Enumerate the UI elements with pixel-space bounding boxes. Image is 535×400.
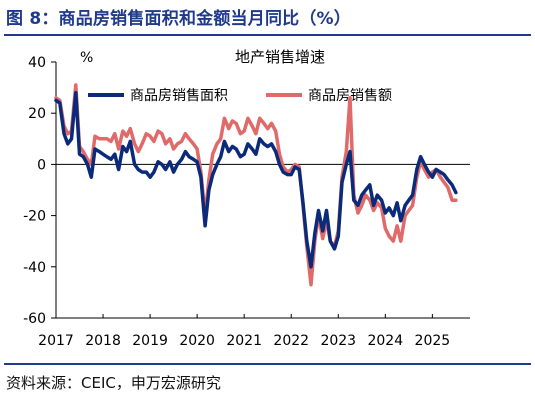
x-tick-label: 2017 <box>38 333 74 349</box>
y-tick-label: 20 <box>28 106 46 122</box>
axes: 40 20 0 -20 -40 -60 2017 2018 2019 2020 2021 2022 20… <box>23 55 470 349</box>
source-note: 资料来源：CEIC，申万宏源研究 <box>6 374 221 392</box>
series-layer <box>54 83 458 287</box>
legend: 商品房销售面积 商品房销售额 <box>88 88 392 104</box>
x-tick-label: 2023 <box>320 333 356 349</box>
source-rule <box>4 363 531 365</box>
y-tick-label: 40 <box>28 55 46 71</box>
y-tick-label: 0 <box>37 157 46 173</box>
y-tick-label: -40 <box>23 260 46 276</box>
x-tick-label: 2019 <box>132 333 168 349</box>
chart-title: 地产销售增速 <box>235 48 325 66</box>
series-line-amount <box>54 83 458 287</box>
x-tick-label: 2018 <box>85 333 121 349</box>
x-tick-label: 2020 <box>179 333 215 349</box>
series-line-area <box>54 90 458 269</box>
x-tick-label: 2021 <box>226 333 262 349</box>
figure-title: 图 8：商品房销售面积和金额当月同比（%） <box>6 9 351 29</box>
y-tick-label: -20 <box>23 209 46 225</box>
x-tick-label: 2022 <box>273 333 309 349</box>
x-tick-label: 2024 <box>367 333 403 349</box>
legend-label-area: 商品房销售面积 <box>130 88 228 104</box>
title-rule <box>4 34 531 36</box>
y-axis-unit: % <box>80 50 93 66</box>
x-tick-label: 2025 <box>415 333 451 349</box>
y-tick-label: -60 <box>23 311 46 327</box>
legend-label-amount: 商品房销售额 <box>308 88 392 104</box>
